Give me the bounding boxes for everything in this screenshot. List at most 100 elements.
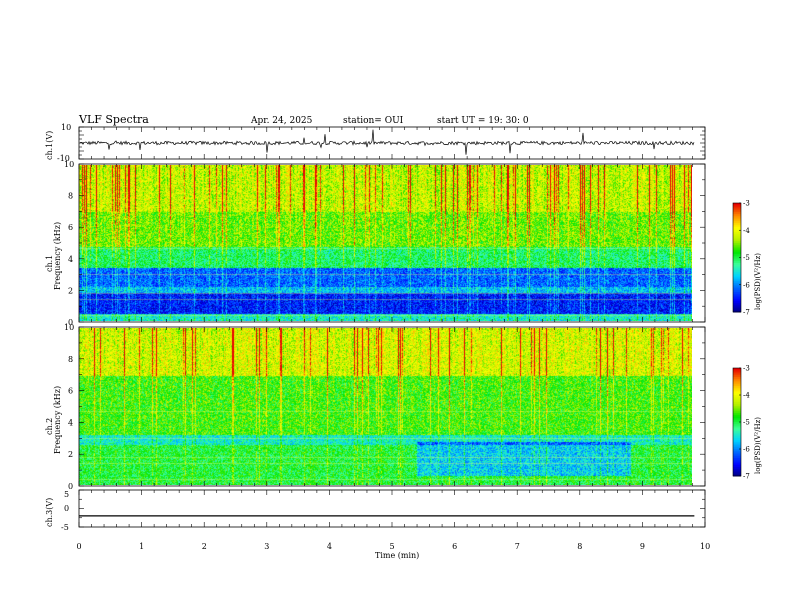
colorbar-swatch — [733, 393, 741, 396]
x-tick-label: 7 — [515, 542, 520, 551]
colorbar-swatch — [733, 456, 741, 459]
x-tick-label: 10 — [700, 542, 710, 551]
ch3-ytick-bottom: -5 — [61, 523, 69, 532]
colorbar-swatch — [733, 416, 741, 419]
x-tick-label: 9 — [640, 542, 645, 551]
colorbar-swatch — [733, 429, 741, 432]
colorbar-swatch — [733, 301, 741, 304]
ch2-spectrogram-ylabel-ch: ch.2 — [45, 418, 54, 435]
x-tick-label: 5 — [390, 542, 395, 551]
figure-title: VLF Spectra — [78, 113, 149, 126]
x-tick-label: 3 — [264, 542, 269, 551]
ch3-ytick-top: 5 — [64, 490, 69, 499]
colorbar-tick-label: -4 — [743, 227, 750, 235]
colorbar-swatch — [733, 461, 741, 464]
colorbar-swatch — [733, 427, 741, 430]
colorbar-swatch — [733, 224, 741, 228]
colorbar-ch2: -3 -4 -5 -6 -7 log(PSD)(V²/Hz) — [732, 365, 762, 481]
station-label: station= OUI — [343, 116, 404, 126]
colorbar-label: log(PSD)(V²/Hz) — [754, 417, 762, 474]
colorbar-swatch — [733, 423, 741, 427]
colorbar-swatch — [733, 255, 741, 258]
colorbar-swatch — [733, 235, 741, 239]
colorbar-swatch — [733, 241, 741, 244]
ch1-waveform-panel: 10 -10 ch.1(V) — [45, 123, 706, 163]
colorbar-tick-label: -4 — [743, 392, 750, 400]
colorbar-swatch — [733, 414, 741, 418]
colorbar-swatch — [733, 244, 741, 248]
colorbar-swatch — [733, 382, 741, 385]
colorbar-swatch — [733, 380, 741, 383]
colorbar-swatch — [733, 266, 741, 269]
colorbar-swatch — [733, 420, 741, 423]
y-tick-label: 0 — [68, 318, 73, 327]
colorbar-swatch — [733, 449, 741, 452]
x-tick-label: 8 — [577, 542, 582, 551]
y-tick-label: 6 — [68, 223, 73, 232]
colorbar-swatch — [733, 262, 741, 266]
colorbar-swatch — [733, 246, 741, 249]
colorbar-swatch — [733, 221, 741, 224]
colorbar-swatch — [733, 398, 741, 401]
colorbar-label: log(PSD)(V²/Hz) — [754, 253, 762, 310]
colorbar-swatch — [733, 368, 741, 371]
colorbar-swatch — [733, 248, 741, 251]
colorbar-tick-label: -6 — [743, 446, 750, 454]
colorbar-swatch — [733, 293, 741, 297]
colorbar-swatch — [733, 472, 741, 475]
colorbar-swatch — [733, 299, 741, 302]
date-label: Apr. 24, 2025 — [250, 116, 313, 126]
colorbar-swatch — [733, 213, 741, 217]
colorbar-tick-label: -7 — [743, 309, 750, 317]
colorbar-tick-label: -7 — [743, 473, 750, 481]
colorbar-swatch — [733, 310, 741, 313]
colorbar-swatch — [733, 459, 741, 463]
colorbar-swatch — [733, 237, 741, 240]
colorbar-swatch — [733, 250, 741, 253]
colorbar-swatch — [733, 261, 741, 264]
colorbar-swatch — [733, 210, 741, 213]
colorbar-swatch — [733, 273, 741, 277]
colorbar-swatch — [733, 387, 741, 391]
colorbar-swatch — [733, 286, 741, 289]
colorbar-swatch — [733, 443, 741, 446]
colorbar-swatch — [733, 215, 741, 219]
colorbar-swatch — [733, 407, 741, 410]
y-tick-label: 4 — [68, 418, 73, 427]
ch3-waveform-panel: 5 0 -5 ch.3(V) — [45, 489, 706, 532]
colorbar-swatch — [733, 206, 741, 209]
colorbar-swatch — [733, 375, 741, 378]
ch3-ytick-mid: 0 — [64, 504, 69, 513]
colorbar-swatch — [733, 292, 741, 295]
colorbar-swatch — [733, 404, 741, 407]
colorbar-swatch — [733, 302, 741, 306]
colorbar-swatch — [733, 264, 741, 268]
colorbar-swatch — [733, 270, 741, 273]
colorbar-swatch — [733, 454, 741, 457]
colorbar-swatch — [733, 411, 741, 414]
colorbar-swatch — [733, 230, 741, 233]
ch1-spectrogram-ylabel-freq: Frequency (kHz) — [53, 222, 62, 290]
ch2-spectrogram-ylabel-freq: Frequency (kHz) — [53, 386, 62, 454]
colorbar-swatch — [733, 369, 741, 373]
x-tick-label: 2 — [202, 542, 207, 551]
colorbar-swatch — [733, 212, 741, 215]
colorbar-swatch — [733, 434, 741, 437]
colorbar-swatch — [733, 306, 741, 309]
colorbar-swatch — [733, 242, 741, 246]
colorbar-swatch — [733, 371, 741, 374]
colorbar-tick-label: -5 — [743, 254, 750, 262]
colorbar-swatch — [733, 290, 741, 293]
y-tick-label: 4 — [68, 255, 73, 264]
colorbar-swatch — [733, 226, 741, 229]
colorbar-swatch — [733, 441, 741, 445]
colorbar-swatch — [733, 402, 741, 405]
ch1-ytick-bottom: -10 — [57, 154, 70, 163]
colorbar-swatch — [733, 222, 741, 226]
colorbar-swatch — [733, 282, 741, 286]
colorbar-swatch — [733, 252, 741, 255]
x-tick-label: 6 — [452, 542, 457, 551]
colorbar-swatch — [733, 425, 741, 428]
y-tick-label: 8 — [68, 355, 73, 364]
